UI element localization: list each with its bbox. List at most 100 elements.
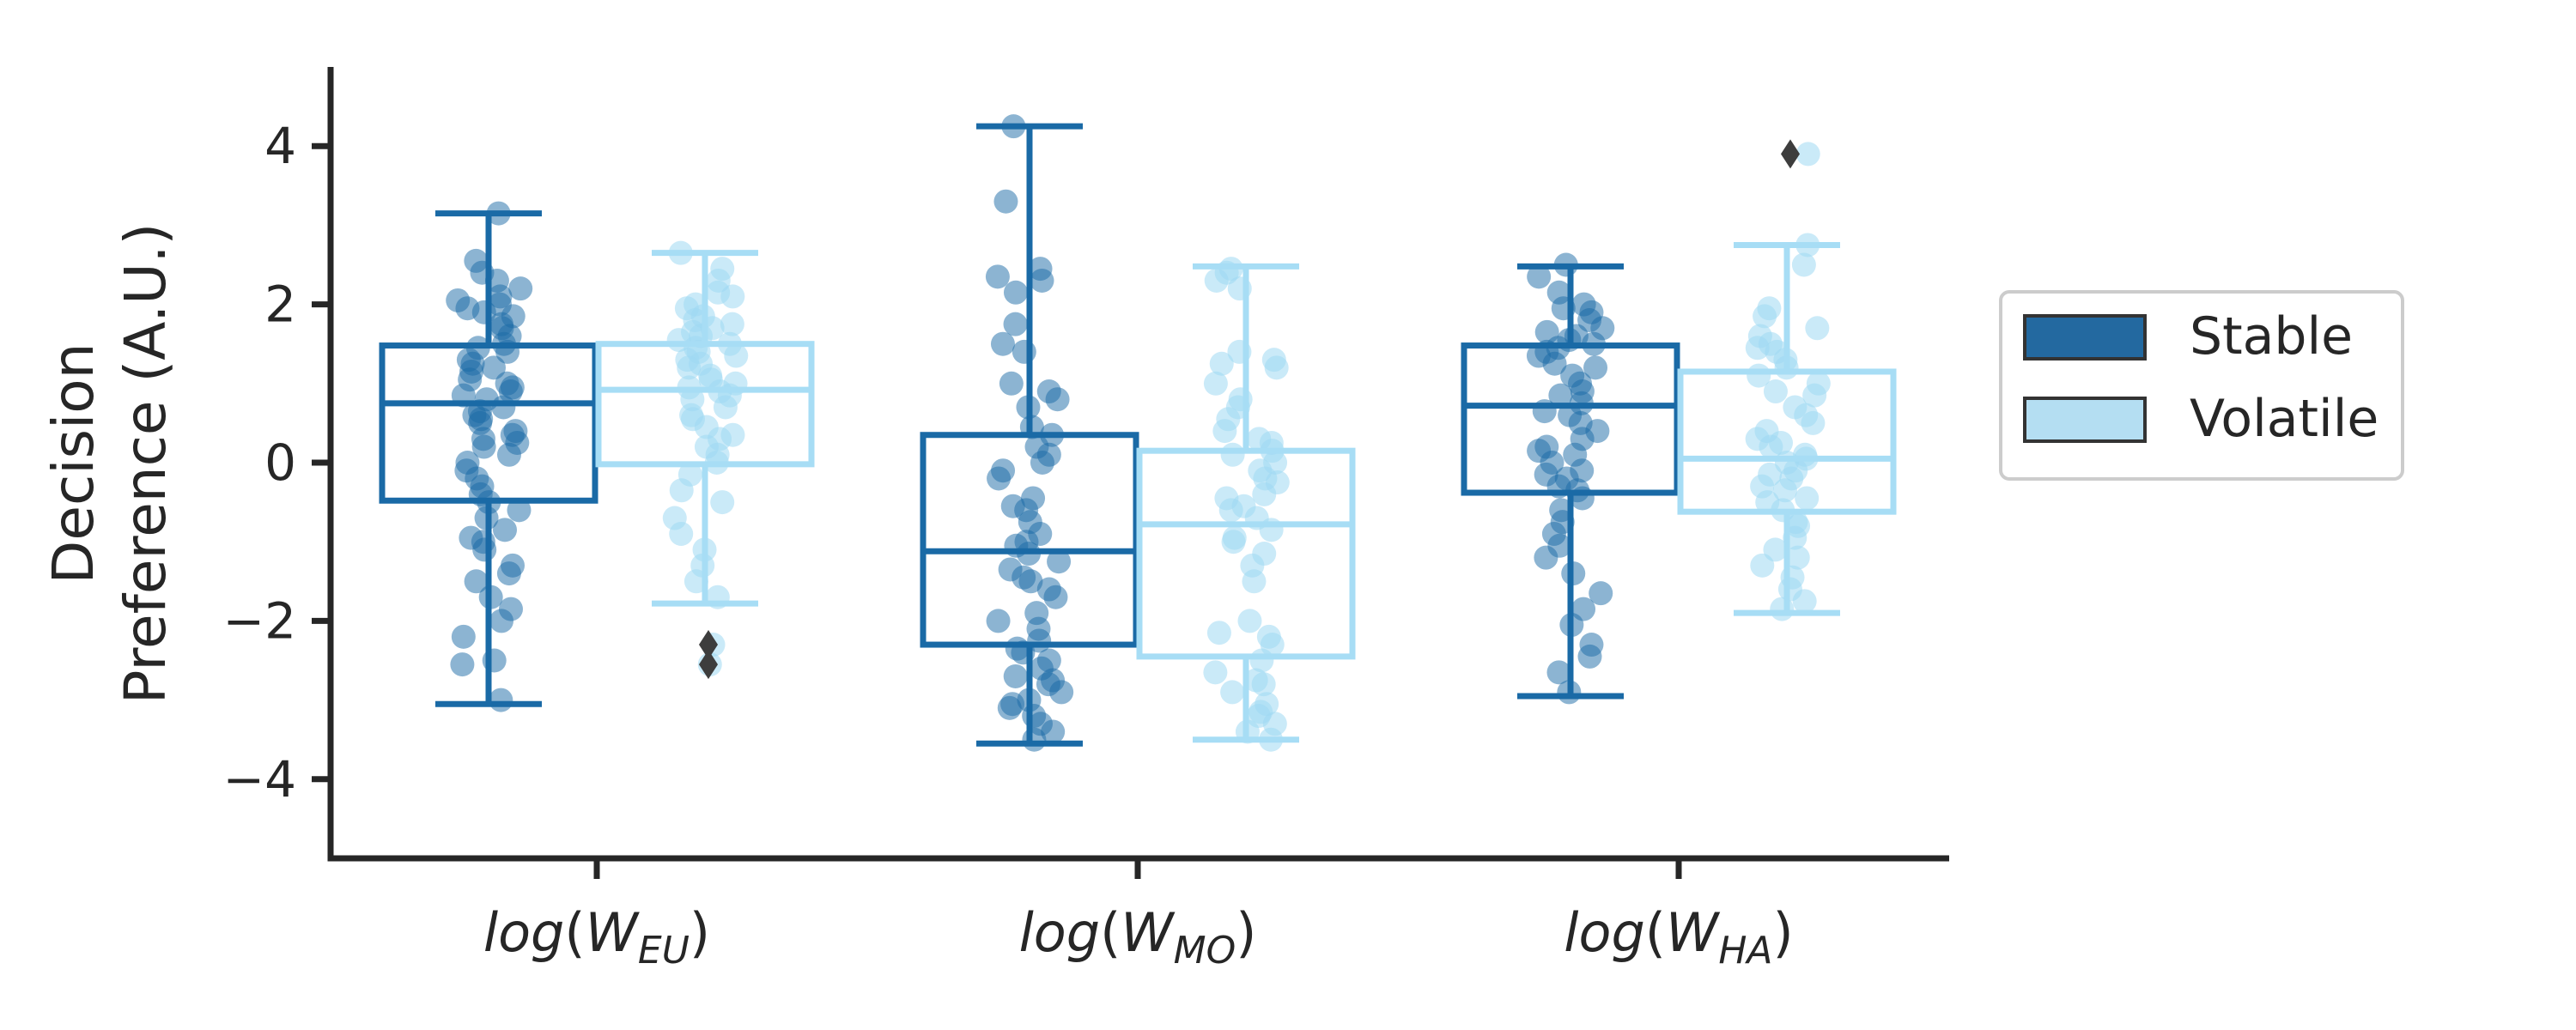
data-point — [446, 288, 471, 312]
y-axis: −4 −2 0 2 4 — [223, 67, 334, 862]
data-point — [1755, 490, 1780, 515]
data-point — [489, 312, 513, 336]
data-point — [471, 530, 495, 554]
data-point — [471, 300, 496, 324]
data-point — [1000, 494, 1025, 518]
data-point — [1242, 569, 1267, 594]
outlier-marker — [699, 630, 718, 660]
data-point — [1214, 486, 1239, 511]
data-point — [1012, 339, 1036, 364]
data-point — [1772, 478, 1797, 503]
data-point — [1005, 636, 1030, 661]
data-point — [1264, 355, 1289, 380]
data-point — [710, 490, 735, 515]
data-point — [1012, 565, 1036, 590]
data-point — [1045, 387, 1070, 412]
data-point — [1795, 142, 1820, 167]
data-point — [507, 498, 532, 523]
data-point — [1763, 537, 1788, 562]
data-point — [1802, 383, 1827, 408]
data-point — [1003, 312, 1028, 336]
data-point — [1768, 430, 1793, 455]
data-point — [1750, 553, 1775, 578]
data-point — [464, 569, 489, 594]
data-point — [720, 422, 745, 447]
data-point — [1791, 252, 1816, 277]
data-point — [1548, 383, 1573, 408]
data-point — [460, 351, 485, 376]
box-volatile-mo — [1136, 263, 1356, 743]
data-point — [505, 430, 530, 455]
data-point — [1030, 268, 1054, 293]
y-axis-label-line-1: Decision — [40, 343, 106, 585]
data-point — [1000, 692, 1025, 717]
data-point — [469, 407, 494, 432]
data-point — [986, 609, 1011, 633]
y-tick-label: −4 — [223, 750, 297, 809]
y-tick-label: 0 — [264, 433, 296, 492]
y-tick-label: 2 — [264, 276, 296, 334]
data-point — [990, 331, 1015, 356]
data-point — [1246, 704, 1271, 729]
data-point — [1534, 319, 1559, 344]
data-point — [451, 624, 476, 649]
data-point — [1546, 660, 1571, 685]
data-point — [1041, 668, 1066, 693]
data-point — [1216, 407, 1241, 432]
legend-swatch-stable — [2023, 314, 2147, 360]
data-point — [1047, 549, 1072, 574]
data-point — [999, 371, 1024, 396]
data-point — [1003, 663, 1028, 688]
legend-label-stable: Stable — [2190, 306, 2353, 367]
data-point — [450, 652, 475, 677]
data-point — [1805, 316, 1830, 341]
data-point — [1203, 371, 1228, 396]
data-point — [1786, 513, 1811, 538]
data-point — [669, 478, 694, 503]
box-stable-ha — [1461, 263, 1680, 700]
legend-swatch-volatile — [2023, 397, 2147, 443]
data-point — [1770, 597, 1795, 621]
y-tick-label: 4 — [264, 117, 296, 175]
data-point — [1794, 403, 1819, 427]
data-point — [1527, 439, 1552, 464]
y-axis-label-line-2: Preference (A.U.) — [112, 223, 179, 705]
box-stable-mo — [920, 123, 1139, 747]
data-point — [1036, 442, 1061, 467]
data-point — [1209, 351, 1234, 376]
data-point — [1253, 466, 1278, 491]
data-point — [1589, 581, 1613, 606]
data-point — [1577, 644, 1602, 669]
data-point — [1220, 442, 1245, 467]
data-point — [508, 276, 533, 301]
x-axis: log(WEU) log(WMO) log(WHA) — [327, 855, 1949, 972]
data-point — [1583, 355, 1608, 380]
data-point — [1256, 624, 1281, 649]
data-point — [1203, 660, 1228, 685]
data-point — [470, 474, 495, 499]
data-point — [1792, 589, 1817, 614]
data-point — [1534, 462, 1558, 487]
data-point — [493, 518, 518, 542]
data-point — [491, 395, 516, 420]
data-point — [993, 189, 1018, 214]
data-point — [481, 355, 506, 380]
outlier-marker — [1781, 139, 1800, 169]
data-point — [720, 312, 744, 336]
data-point — [1222, 525, 1247, 550]
box-stable-eu — [379, 210, 598, 707]
data-point — [1785, 545, 1810, 570]
data-point — [680, 407, 705, 432]
data-point — [669, 521, 694, 546]
data-point — [1753, 304, 1777, 329]
y-tick-label: −2 — [223, 591, 297, 650]
data-point — [1036, 577, 1061, 602]
data-point — [1041, 719, 1066, 744]
data-point — [1534, 545, 1558, 570]
boxes — [379, 123, 1897, 747]
data-point — [1206, 621, 1231, 645]
data-point — [698, 367, 723, 392]
data-point — [1022, 727, 1047, 752]
data-point — [1527, 264, 1552, 289]
